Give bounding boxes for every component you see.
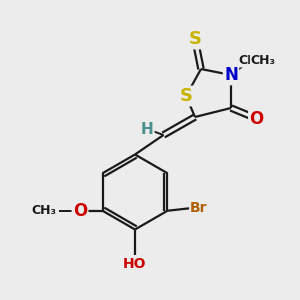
- Text: CH₃: CH₃: [31, 204, 56, 217]
- Text: O: O: [249, 110, 264, 128]
- Text: HO: HO: [123, 256, 147, 271]
- Text: N: N: [224, 66, 238, 84]
- Text: CH₃: CH₃: [238, 53, 263, 67]
- Text: H: H: [141, 122, 153, 136]
- Text: CH₃: CH₃: [250, 53, 275, 67]
- Text: S: S: [188, 30, 202, 48]
- Text: Br: Br: [190, 201, 208, 215]
- Text: S: S: [179, 87, 193, 105]
- Text: O: O: [73, 202, 87, 220]
